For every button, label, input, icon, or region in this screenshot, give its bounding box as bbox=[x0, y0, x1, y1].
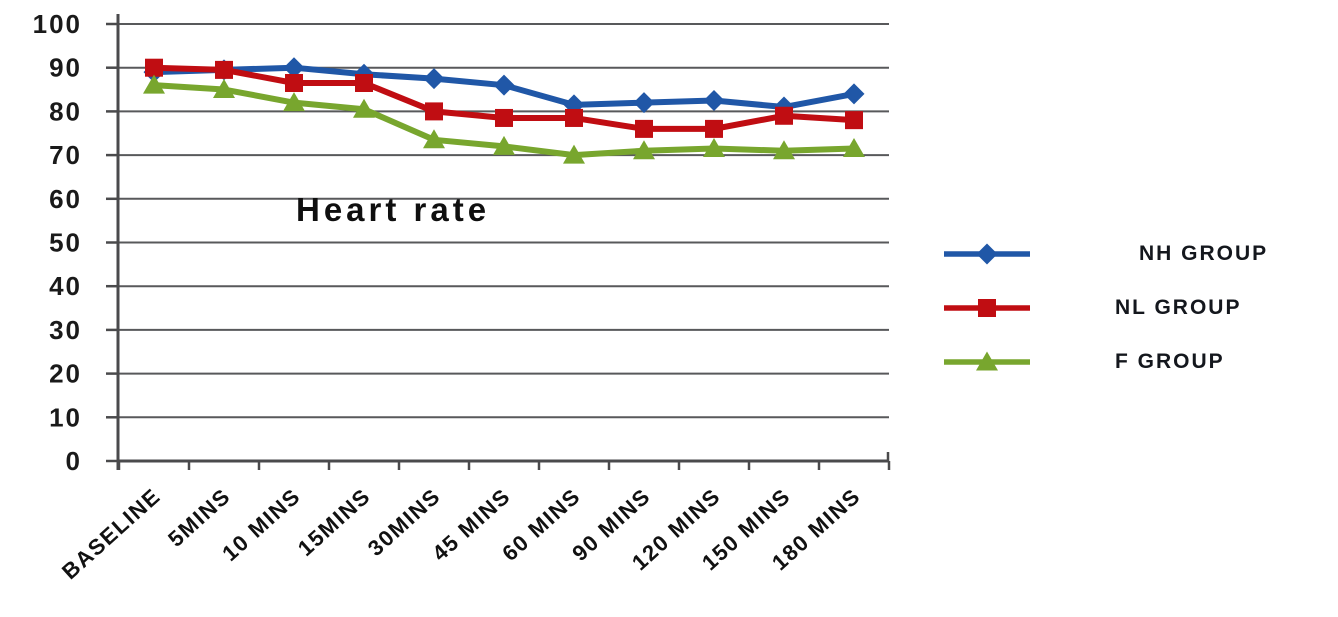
marker-square bbox=[978, 299, 996, 317]
marker-triangle bbox=[143, 74, 165, 94]
marker-diamond bbox=[493, 74, 515, 96]
y-axis-label: 50 bbox=[49, 228, 82, 258]
marker-diamond bbox=[976, 243, 998, 265]
legend-marker-diamond-icon bbox=[944, 243, 1030, 265]
series-nh-group bbox=[143, 57, 865, 118]
marker-square bbox=[705, 119, 723, 138]
marker-square bbox=[495, 108, 513, 127]
marker-triangle bbox=[633, 140, 655, 160]
y-axis-label: 30 bbox=[49, 315, 82, 345]
x-axis-label: 10 MINS bbox=[217, 483, 305, 566]
marker-triangle bbox=[563, 144, 585, 164]
marker-diamond bbox=[423, 68, 445, 90]
y-axis-label: 20 bbox=[49, 359, 82, 389]
marker-triangle bbox=[353, 98, 375, 118]
marker-square bbox=[635, 119, 653, 138]
marker-diamond bbox=[703, 89, 725, 111]
marker-triangle bbox=[283, 92, 305, 112]
marker-triangle bbox=[213, 79, 235, 99]
marker-diamond bbox=[843, 83, 865, 105]
legend-item-f-group: F GROUP bbox=[941, 349, 1268, 375]
marker-diamond bbox=[283, 57, 305, 79]
marker-triangle bbox=[423, 129, 445, 149]
marker-square bbox=[285, 73, 303, 92]
marker-square bbox=[565, 108, 583, 127]
chart-legend: NH GROUP NL GROUP F GROUP bbox=[941, 241, 1268, 375]
x-axis-label: BASELINE bbox=[57, 483, 165, 584]
marker-square bbox=[775, 106, 793, 125]
y-axis-label: 80 bbox=[49, 96, 82, 126]
marker-triangle bbox=[493, 135, 515, 155]
legend-label-nh-group: NH GROUP bbox=[1139, 242, 1269, 265]
marker-square bbox=[145, 58, 163, 77]
legend-label-nl-group: NL GROUP bbox=[1115, 296, 1242, 319]
legend-label-f-group: F GROUP bbox=[1115, 350, 1225, 373]
marker-diamond bbox=[633, 92, 655, 114]
marker-square bbox=[425, 102, 443, 121]
x-axis-label: 15MINS bbox=[293, 483, 375, 561]
y-axis-label: 10 bbox=[49, 402, 82, 432]
y-axis-label: 100 bbox=[33, 9, 82, 39]
series-nl-group bbox=[145, 58, 863, 138]
legend-marker-triangle-icon bbox=[944, 351, 1030, 371]
series-f-group bbox=[143, 74, 865, 164]
marker-triangle bbox=[773, 140, 795, 160]
legend-item-nl-group: NL GROUP bbox=[941, 295, 1268, 321]
marker-triangle bbox=[843, 138, 865, 158]
marker-square bbox=[845, 111, 863, 130]
legend-marker-square-icon bbox=[944, 299, 1030, 317]
y-axis-label: 40 bbox=[49, 271, 82, 301]
y-axis-label: 60 bbox=[49, 184, 82, 214]
y-axis-label: 90 bbox=[49, 53, 82, 83]
marker-square bbox=[215, 60, 233, 79]
chart-title: Heart rate bbox=[296, 191, 491, 228]
marker-triangle bbox=[976, 351, 998, 371]
y-axis-label: 70 bbox=[49, 140, 82, 170]
marker-triangle bbox=[703, 138, 725, 158]
legend-item-nh-group: NH GROUP bbox=[941, 241, 1268, 267]
y-axis-label: 0 bbox=[66, 446, 82, 476]
marker-square bbox=[355, 73, 373, 92]
